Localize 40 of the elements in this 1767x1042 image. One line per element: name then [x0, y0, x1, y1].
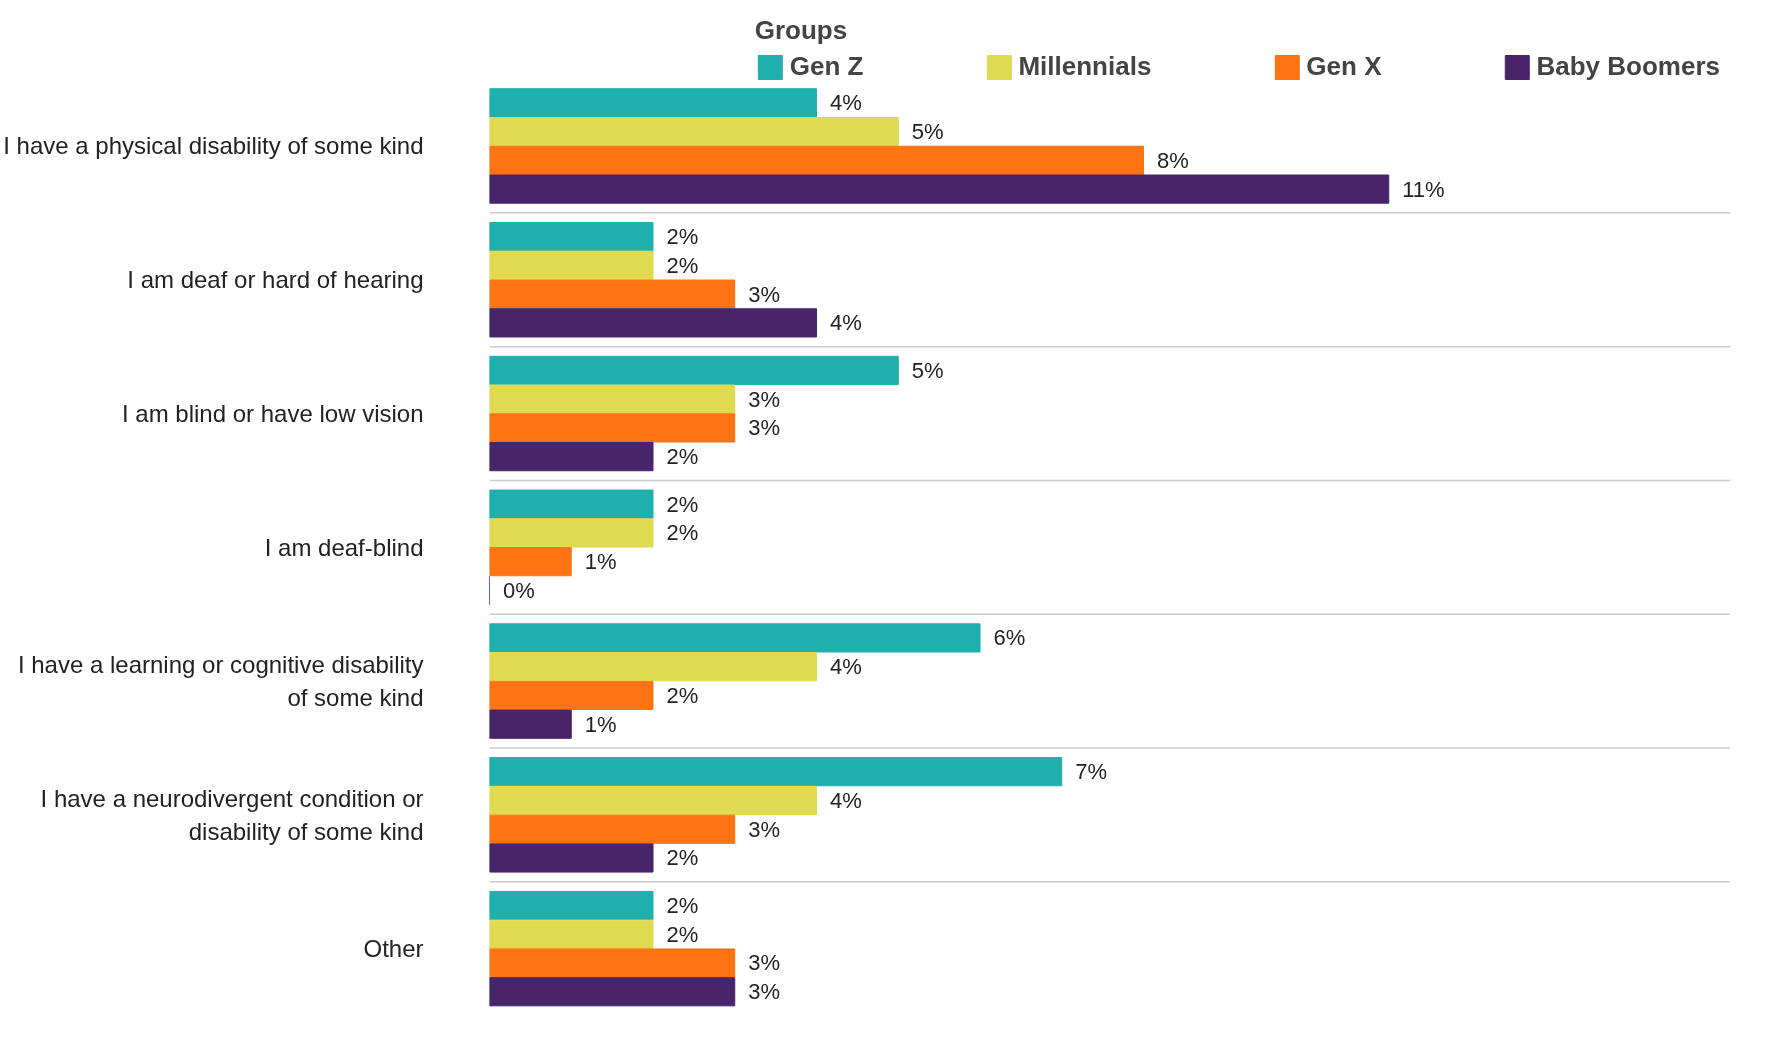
data-label: 5%: [911, 119, 944, 145]
y-tick-label: I am deaf-blind: [264, 533, 424, 561]
data-label: 2%: [666, 520, 699, 546]
legend-label: Gen Z: [789, 51, 864, 82]
data-label: 3%: [748, 415, 781, 441]
data-label: 3%: [748, 386, 781, 412]
data-label: 7%: [1075, 759, 1108, 785]
legend-title: Groups: [754, 15, 849, 46]
data-label: 4%: [830, 787, 862, 813]
data-label: 3%: [748, 979, 781, 1005]
data-label: 4%: [830, 654, 862, 680]
data-label: 5%: [911, 357, 944, 383]
data-label: 1%: [584, 549, 617, 575]
data-label: 11%: [1402, 176, 1445, 202]
y-tick-label: I have a learning or cognitive disability of some kind: [17, 651, 424, 711]
data-label: 3%: [748, 950, 781, 976]
data-label: 2%: [666, 892, 699, 918]
legend-label: Gen X: [1306, 51, 1382, 82]
y-tick-label: I am deaf or hard of hearing: [127, 266, 424, 294]
data-label: 2%: [666, 682, 699, 708]
data-label: 0%: [502, 577, 535, 603]
data-label: 2%: [666, 252, 699, 278]
data-label: 2%: [666, 845, 699, 871]
data-label: 6%: [993, 625, 1026, 651]
y-tick-label: I have a neurodivergent condition or disability of some kind: [40, 785, 424, 845]
y-tick-label: I am blind or have low vision: [122, 400, 424, 428]
data-label: 8%: [1157, 147, 1189, 173]
legend-label: Millennials: [1018, 51, 1152, 82]
data-label: 3%: [748, 281, 781, 307]
y-tick-label: I have a physical disability of some kind: [3, 132, 424, 160]
data-label: 4%: [830, 90, 862, 116]
data-label: 3%: [748, 816, 781, 842]
data-label: 2%: [666, 491, 699, 517]
data-label: 1%: [584, 711, 617, 737]
data-label: 2%: [666, 224, 699, 250]
y-tick-label: Other: [363, 935, 424, 963]
data-label: 4%: [830, 310, 862, 336]
legend-label: Baby Boomers: [1536, 51, 1720, 82]
data-label: 2%: [666, 921, 699, 947]
data-label: 2%: [666, 444, 699, 470]
